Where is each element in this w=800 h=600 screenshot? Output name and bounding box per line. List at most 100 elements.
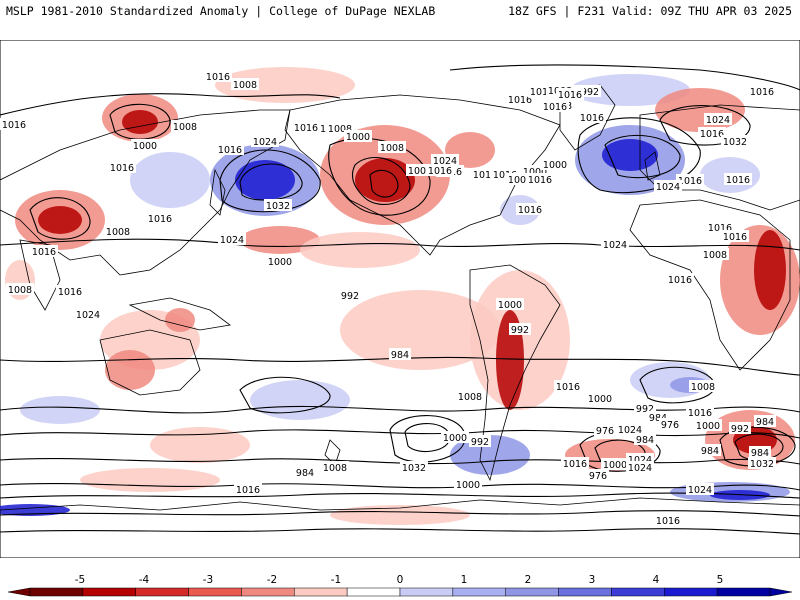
- coast-eurasia: [0, 104, 800, 276]
- isobar-label: 1008: [171, 120, 199, 133]
- anom-epac: [340, 290, 500, 370]
- svg-text:1016: 1016: [493, 170, 517, 181]
- colorbar-tick-label: -1: [331, 574, 341, 586]
- isobar-label: 1008: [321, 461, 349, 474]
- svg-text:1016: 1016: [700, 129, 724, 140]
- svg-text:992: 992: [511, 325, 529, 336]
- colorbar-tick-label: 3: [589, 574, 596, 586]
- isobar-label: 1016: [724, 173, 752, 186]
- isobar-label: 1016: [0, 118, 28, 131]
- svg-text:1016: 1016: [236, 485, 260, 496]
- isobar-label: 1000: [344, 130, 372, 143]
- colorbar-tick-label: -3: [203, 574, 213, 586]
- svg-text:1024: 1024: [628, 455, 652, 466]
- svg-text:1000: 1000: [456, 480, 480, 491]
- colorbar-tick-label: 4: [653, 574, 660, 586]
- isobar-label: 1016: [292, 121, 320, 134]
- svg-text:1016: 1016: [543, 102, 567, 113]
- isobar-label: 1024: [686, 483, 714, 496]
- isobar-label: 1000: [541, 158, 569, 171]
- svg-text:1024: 1024: [656, 182, 680, 193]
- svg-text:1016: 1016: [558, 90, 582, 101]
- model-run-valid-time: 18Z GFS | F231 Valid: 09Z THU APR 03 202…: [508, 4, 792, 18]
- svg-text:1024: 1024: [433, 156, 457, 167]
- anom-atl-core: [602, 139, 658, 171]
- colorbar-block: [716, 587, 771, 597]
- svg-text:992: 992: [341, 291, 359, 302]
- svg-text:1008: 1008: [233, 80, 257, 91]
- svg-text:992: 992: [731, 424, 749, 435]
- isobar-atl-high-2: [604, 134, 681, 179]
- isobar-label: 1016: [541, 100, 569, 113]
- svg-text:1016: 1016: [206, 72, 230, 83]
- svg-text:1008: 1008: [691, 382, 715, 393]
- colorbar-block: [505, 587, 559, 597]
- svg-text:1008: 1008: [323, 463, 347, 474]
- isobar-label: 1000: [601, 458, 629, 471]
- anom-npac-pos: [130, 152, 210, 208]
- coast-africa: [629, 199, 791, 371]
- svg-text:1016: 1016: [556, 382, 580, 393]
- anom-arctic-pos: [570, 74, 690, 106]
- isobar-label: 976: [659, 418, 681, 431]
- svg-text:1000: 1000: [268, 257, 292, 268]
- isobar-1016-eq-s: [0, 356, 800, 376]
- isobar-label: 1000: [496, 298, 524, 311]
- isobar-label: 1024: [74, 308, 102, 321]
- isobar-label: 1016: [234, 483, 262, 496]
- isobar-npac-high-1: [219, 149, 321, 213]
- anom-ant-neg2: [330, 505, 470, 525]
- isobar-label: 1016: [426, 164, 454, 177]
- colorbar-tick-label: -4: [139, 574, 150, 586]
- colorbar-block: [135, 587, 189, 597]
- svg-text:984: 984: [391, 350, 409, 361]
- isobar-label: 976: [594, 424, 616, 437]
- svg-text:1000: 1000: [543, 160, 567, 171]
- svg-text:1016: 1016: [528, 175, 552, 186]
- isobar-label: 1000: [131, 139, 159, 152]
- isobar-label: 984: [699, 444, 721, 457]
- anom-alaska-core: [122, 110, 158, 134]
- isobar-us-low-1: [328, 137, 431, 216]
- isobar-label: 1016: [146, 212, 174, 225]
- svg-text:1016: 1016: [580, 113, 604, 124]
- isobar-us-low-2: [351, 157, 411, 205]
- isobar-alaska-low: [109, 103, 171, 140]
- coast-india: [19, 239, 61, 311]
- svg-text:1008: 1008: [380, 143, 404, 154]
- mslp-anomaly-map: 1016100810161000100810161016102410321016…: [0, 40, 800, 558]
- isobar-label: 1000: [586, 392, 614, 405]
- coastline-layer: [0, 84, 800, 558]
- isobar-label: 1016: [748, 85, 776, 98]
- isobar-siberia-low: [659, 105, 751, 146]
- svg-text:1016: 1016: [518, 205, 542, 216]
- svg-text:1016: 1016: [294, 123, 318, 134]
- isobar-label: 1024: [431, 154, 459, 167]
- svg-text:1016: 1016: [708, 223, 732, 234]
- colorbar: -5 -4 -3 -2 -1 0 1 2 3 4 5: [7, 574, 793, 597]
- colorbar-block: [399, 587, 454, 597]
- svg-text:1000: 1000: [408, 166, 432, 177]
- svg-text:1024: 1024: [706, 115, 730, 126]
- anom-spac-pos: [250, 380, 350, 420]
- isobar-label: 1016: [30, 245, 58, 258]
- colorbar-block: [346, 587, 401, 597]
- isobar-label: 1008: [689, 380, 717, 393]
- colorbar-tick-label: 2: [525, 574, 532, 586]
- isobar-label: 992: [579, 85, 601, 98]
- svg-text:1024: 1024: [688, 485, 712, 496]
- isobar-eu-low: [29, 197, 91, 240]
- svg-text:984: 984: [751, 448, 769, 459]
- anom-indo-core: [165, 308, 195, 332]
- svg-text:1008: 1008: [328, 124, 352, 135]
- colorbar-block: [452, 587, 506, 597]
- isobar-label: 1016: [216, 143, 244, 156]
- colorbar-tick-label: 5: [717, 574, 724, 586]
- svg-text:1000: 1000: [133, 141, 157, 152]
- svg-text:1000: 1000: [696, 421, 720, 432]
- colorbar-block: [558, 587, 612, 597]
- svg-text:1008: 1008: [173, 122, 197, 133]
- anom-spac-neg: [150, 427, 250, 463]
- isobar-s-ocean-4: [0, 483, 800, 491]
- isobar-label: 1024: [616, 423, 644, 436]
